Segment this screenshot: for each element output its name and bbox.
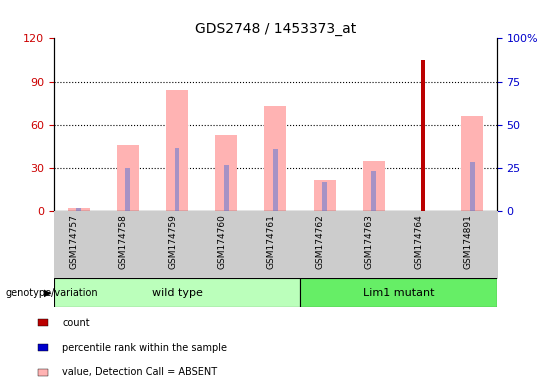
Text: wild type: wild type [152, 288, 202, 298]
Text: value, Detection Call = ABSENT: value, Detection Call = ABSENT [62, 367, 217, 377]
Bar [300, 278, 497, 307]
Bar [117, 145, 139, 211]
Bar [461, 116, 483, 211]
Bar [224, 165, 228, 211]
Bar [125, 168, 130, 211]
Bar [174, 148, 179, 211]
Text: GSM174761: GSM174761 [266, 215, 275, 270]
Bar [372, 171, 376, 211]
Text: GSM174760: GSM174760 [217, 215, 226, 270]
Text: GSM174762: GSM174762 [315, 215, 325, 269]
Text: GSM174757: GSM174757 [70, 215, 79, 270]
Text: ▶: ▶ [44, 288, 51, 298]
Text: count: count [62, 318, 90, 328]
Bar [76, 208, 81, 211]
Text: GSM174758: GSM174758 [119, 215, 128, 270]
Text: Lim1 mutant: Lim1 mutant [363, 288, 434, 298]
Text: genotype/variation: genotype/variation [5, 288, 98, 298]
Bar [265, 106, 286, 211]
Title: GDS2748 / 1453373_at: GDS2748 / 1453373_at [195, 22, 356, 36]
Bar [314, 180, 336, 211]
Bar [421, 60, 426, 211]
Bar [363, 161, 385, 211]
Bar [166, 90, 188, 211]
Bar [322, 182, 327, 211]
Bar [68, 208, 90, 211]
Bar [421, 141, 426, 211]
Text: percentile rank within the sample: percentile rank within the sample [62, 343, 227, 353]
Bar [273, 149, 278, 211]
Text: GSM174759: GSM174759 [168, 215, 177, 270]
Text: GSM174763: GSM174763 [365, 215, 374, 270]
Text: GSM174764: GSM174764 [414, 215, 423, 269]
Bar [470, 162, 475, 211]
Bar [215, 135, 237, 211]
Text: GSM174891: GSM174891 [463, 215, 472, 270]
Bar [54, 278, 300, 307]
